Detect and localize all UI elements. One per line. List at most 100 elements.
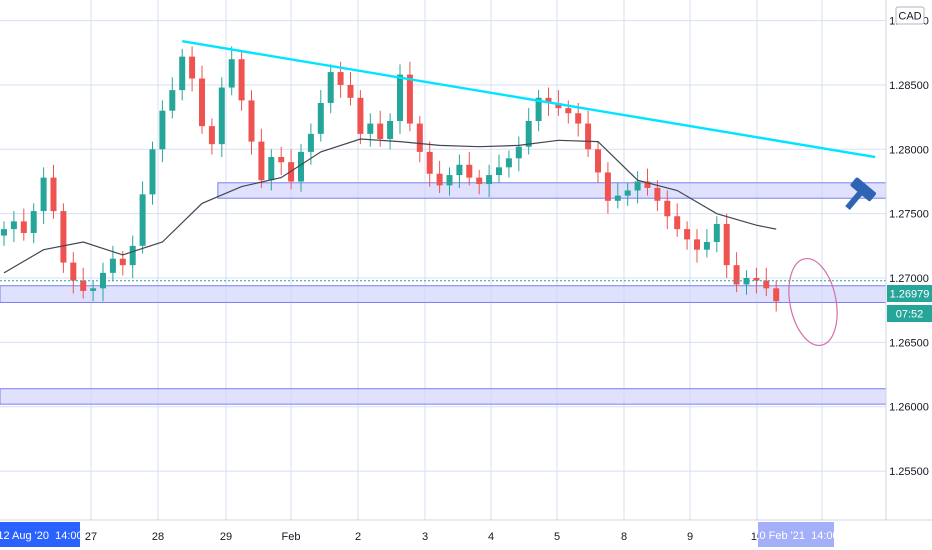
candle bbox=[50, 164, 57, 219]
candle bbox=[694, 229, 700, 263]
y-tick-label: 1.26000 bbox=[889, 402, 929, 414]
candle bbox=[476, 169, 483, 195]
candle bbox=[624, 182, 631, 206]
candle bbox=[317, 90, 324, 142]
candle bbox=[298, 144, 304, 192]
price-axis[interactable]: 1.25500 1.26000 1.26500 1.27000 1.27500 1.280… bbox=[885, 0, 932, 520]
candle bbox=[268, 149, 275, 191]
candle bbox=[278, 146, 285, 176]
candle bbox=[70, 252, 77, 294]
x-tick-label: 29 bbox=[220, 531, 232, 543]
candle bbox=[486, 164, 493, 197]
candle bbox=[604, 162, 611, 214]
candle bbox=[139, 181, 146, 254]
trendline[interactable] bbox=[182, 40, 876, 159]
current-price-label: 1.26979 bbox=[887, 285, 932, 302]
candle bbox=[525, 108, 532, 155]
countdown-label: 07:52 bbox=[887, 305, 932, 322]
y-tick-label: 1.28500 bbox=[889, 80, 929, 92]
left-date-text: 12 Aug '20 14:00 bbox=[0, 530, 83, 542]
x-tick-label: 2 bbox=[355, 531, 361, 543]
x-tick-label: 8 bbox=[621, 531, 627, 543]
candle bbox=[436, 160, 443, 194]
candle bbox=[703, 229, 710, 258]
candle bbox=[515, 136, 522, 172]
x-tick-label: 3 bbox=[422, 531, 428, 543]
candle bbox=[773, 280, 780, 312]
zone-rect[interactable] bbox=[217, 182, 887, 199]
candle bbox=[733, 252, 740, 293]
candle bbox=[723, 213, 730, 279]
candle bbox=[199, 65, 205, 134]
candle bbox=[357, 90, 364, 145]
candle bbox=[347, 72, 354, 106]
candle bbox=[367, 113, 374, 147]
candle bbox=[30, 203, 37, 244]
candle bbox=[60, 203, 67, 273]
candle bbox=[228, 46, 235, 96]
candle bbox=[496, 154, 502, 183]
candle bbox=[446, 167, 453, 196]
candle bbox=[258, 128, 265, 188]
hammer-icon bbox=[845, 177, 876, 211]
x-tick-label: 5 bbox=[554, 531, 560, 543]
cursor-date-label: 10 Feb '21 14:00 bbox=[753, 522, 839, 547]
moving-average-line bbox=[3, 138, 777, 274]
countdown-text: 07:52 bbox=[896, 309, 924, 321]
candle bbox=[664, 190, 671, 230]
currency-badge: CAD bbox=[895, 6, 925, 25]
candle bbox=[684, 221, 691, 250]
y-tick-label: 1.28000 bbox=[889, 144, 929, 156]
candle bbox=[426, 141, 433, 187]
candle bbox=[238, 51, 245, 111]
candle bbox=[535, 90, 542, 132]
candle bbox=[565, 100, 572, 124]
candle bbox=[189, 46, 196, 92]
candle bbox=[10, 211, 17, 242]
candle bbox=[1, 221, 7, 246]
x-tick-label: Feb bbox=[282, 531, 301, 543]
candle bbox=[634, 171, 641, 204]
candle bbox=[40, 167, 47, 224]
candle bbox=[763, 267, 770, 297]
y-tick-label: 1.26500 bbox=[889, 337, 929, 349]
candles bbox=[1, 46, 780, 312]
cursor-date-text: 10 Feb '21 14:00 bbox=[753, 530, 838, 542]
ellipse-annotation[interactable] bbox=[782, 254, 844, 349]
candle bbox=[179, 48, 186, 101]
candle bbox=[20, 208, 27, 241]
candle bbox=[218, 77, 225, 158]
candle bbox=[80, 267, 87, 299]
candle bbox=[129, 235, 136, 279]
currency-badge-text: CAD bbox=[898, 11, 921, 23]
candle bbox=[248, 90, 255, 155]
price-axis-bg bbox=[886, 0, 932, 520]
y-tick-label: 1.25500 bbox=[889, 466, 929, 478]
candle bbox=[169, 77, 176, 119]
candle bbox=[713, 216, 720, 253]
y-tick-label: 1.27000 bbox=[889, 273, 929, 285]
candle bbox=[743, 270, 750, 295]
candle bbox=[595, 141, 601, 183]
candle bbox=[406, 61, 413, 132]
grid bbox=[0, 0, 886, 520]
zone-rect[interactable] bbox=[0, 388, 887, 405]
candle bbox=[149, 141, 156, 205]
candle bbox=[644, 168, 651, 196]
candle bbox=[100, 262, 106, 302]
support-resistance-zones bbox=[0, 182, 887, 405]
zone-rect[interactable] bbox=[0, 285, 887, 303]
x-tick-label: 4 bbox=[488, 531, 494, 543]
candle bbox=[208, 118, 215, 155]
candle bbox=[416, 115, 423, 163]
candle bbox=[585, 110, 592, 158]
x-tick-label: 27 bbox=[85, 531, 97, 543]
candle bbox=[466, 151, 473, 186]
current-price-text: 1.26979 bbox=[890, 289, 930, 301]
candle bbox=[456, 154, 463, 188]
left-date-label: 12 Aug '20 14:00 bbox=[0, 522, 83, 547]
candle bbox=[505, 150, 512, 178]
candle bbox=[327, 64, 334, 114]
candle bbox=[387, 113, 394, 150]
